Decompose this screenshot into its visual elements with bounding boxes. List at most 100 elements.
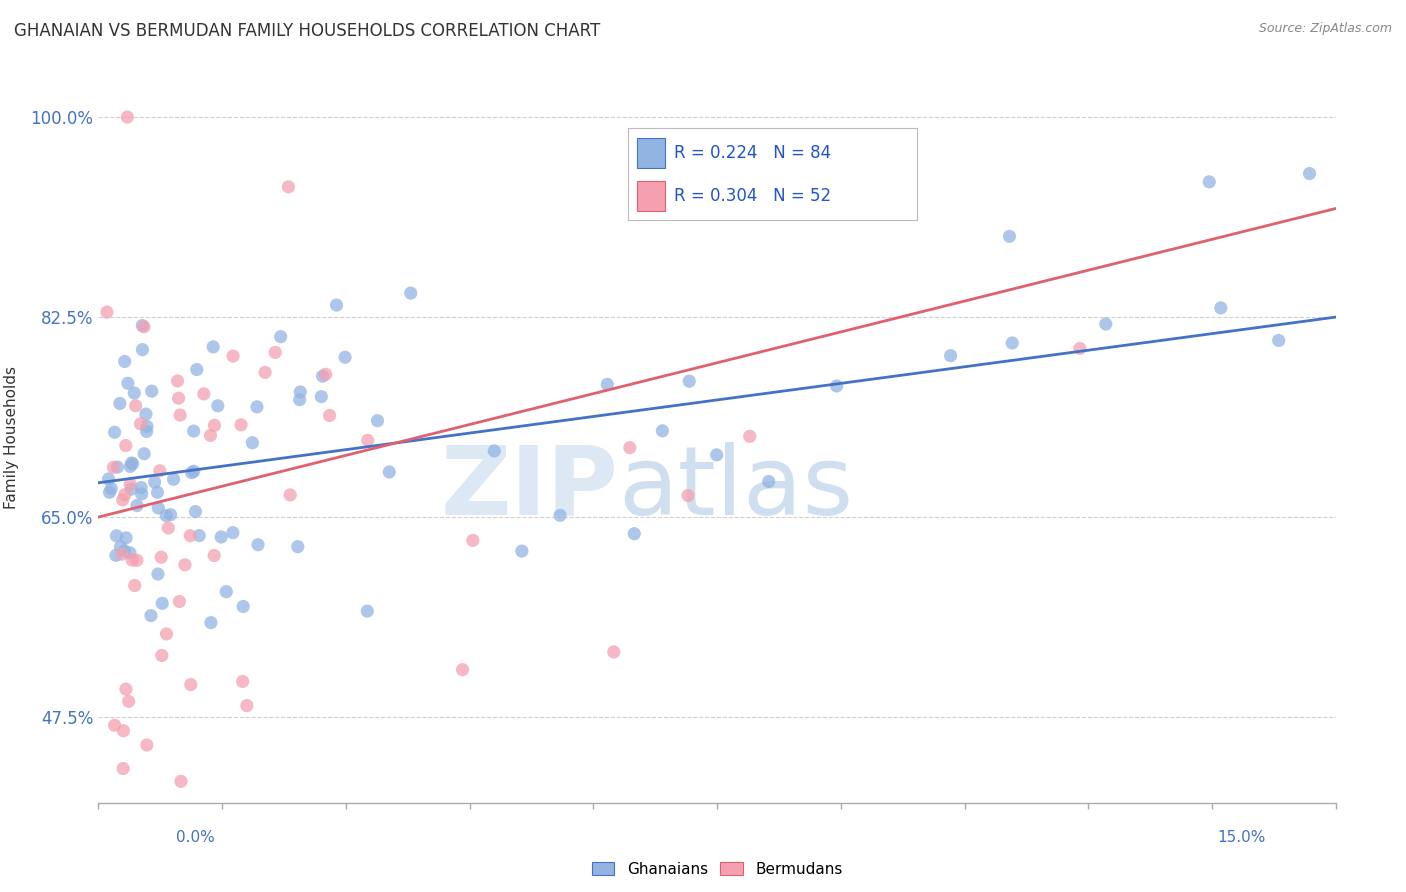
Point <box>451 663 474 677</box>
Point <box>183 464 205 478</box>
Point <box>120 482 142 496</box>
Point <box>114 488 136 502</box>
Point <box>288 392 311 407</box>
Point <box>202 340 225 354</box>
Point <box>254 365 277 379</box>
Point <box>179 529 201 543</box>
Text: GHANAIAN VS BERMUDAN FAMILY HOUSEHOLDS CORRELATION CHART: GHANAIAN VS BERMUDAN FAMILY HOUSEHOLDS C… <box>14 22 600 40</box>
Point <box>184 505 207 519</box>
Point <box>229 417 252 432</box>
Point <box>232 674 254 689</box>
Point <box>1267 334 1289 348</box>
Y-axis label: Family Households: Family Households <box>4 366 20 508</box>
Point <box>367 414 389 428</box>
Point <box>180 677 202 691</box>
Point <box>135 407 157 421</box>
Point <box>222 525 245 540</box>
Point <box>100 482 122 496</box>
Point <box>98 485 121 500</box>
Point <box>318 409 340 423</box>
Point <box>162 472 184 486</box>
Point <box>706 448 728 462</box>
Point <box>149 464 172 478</box>
Point <box>1209 301 1232 315</box>
Point <box>939 349 962 363</box>
Point <box>204 418 226 433</box>
Point <box>207 399 229 413</box>
Point <box>1069 342 1091 356</box>
Point <box>135 425 157 439</box>
Point <box>135 738 157 752</box>
Point <box>118 546 141 560</box>
Point <box>104 718 127 732</box>
Point <box>484 444 506 458</box>
Point <box>139 608 162 623</box>
Text: 15.0%: 15.0% <box>1218 830 1265 845</box>
Bar <box>637 138 665 168</box>
Point <box>150 648 173 663</box>
Point <box>399 286 422 301</box>
Point <box>146 567 169 582</box>
Point <box>246 400 269 414</box>
Point <box>603 645 626 659</box>
Point <box>114 354 136 368</box>
Point <box>132 447 155 461</box>
Point <box>596 377 619 392</box>
Point <box>277 179 299 194</box>
Point <box>290 384 312 399</box>
Point <box>1001 336 1024 351</box>
Point <box>193 387 215 401</box>
Point <box>121 457 143 471</box>
Point <box>357 434 380 448</box>
Point <box>124 399 146 413</box>
Point <box>121 553 143 567</box>
Point <box>155 627 177 641</box>
Point <box>174 558 197 572</box>
Point <box>132 319 155 334</box>
Point <box>143 475 166 490</box>
Point <box>112 723 135 738</box>
Point <box>129 481 152 495</box>
Point <box>117 694 139 708</box>
Point <box>315 368 337 382</box>
Point <box>200 615 222 630</box>
Point <box>129 417 152 431</box>
Point <box>150 596 173 610</box>
Point <box>183 424 205 438</box>
Point <box>155 508 177 523</box>
Point <box>146 485 169 500</box>
Point <box>150 550 173 565</box>
Point <box>378 465 401 479</box>
Point <box>758 475 780 489</box>
Point <box>333 350 356 364</box>
Point <box>998 229 1021 244</box>
Point <box>548 508 571 523</box>
Point <box>200 428 222 442</box>
Point <box>623 526 645 541</box>
Point <box>112 762 135 776</box>
Point <box>278 488 301 502</box>
Point <box>167 391 190 405</box>
Point <box>510 544 533 558</box>
Point <box>461 533 484 548</box>
Point <box>169 594 191 608</box>
Point <box>651 424 673 438</box>
Text: 0.0%: 0.0% <box>176 830 215 845</box>
Point <box>209 530 232 544</box>
Point <box>96 305 118 319</box>
Point <box>236 698 259 713</box>
Point <box>159 508 181 522</box>
Point <box>311 369 333 384</box>
Point <box>105 529 128 543</box>
Point <box>264 345 287 359</box>
Point <box>124 578 146 592</box>
Point <box>141 384 163 399</box>
Point <box>110 540 132 554</box>
Point <box>111 492 134 507</box>
Point <box>356 604 378 618</box>
Point <box>222 349 245 363</box>
Point <box>104 549 127 563</box>
Text: ZIP: ZIP <box>440 442 619 535</box>
Point <box>170 774 193 789</box>
Point <box>242 435 264 450</box>
